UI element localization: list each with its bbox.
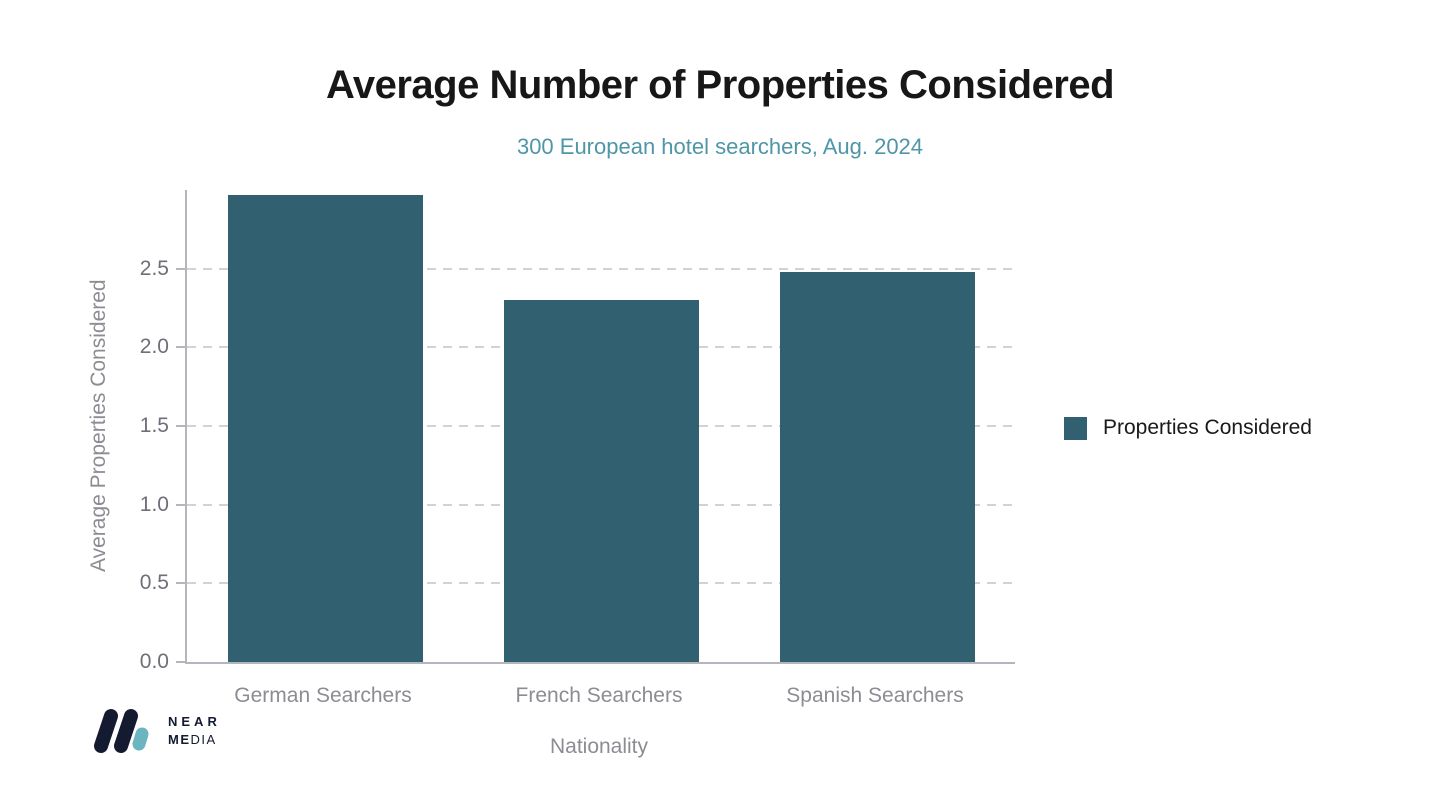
y-tick-label: 2.0 <box>139 335 169 359</box>
plot-area: 0.0 0.5 1.0 1.5 2.0 2.5 <box>140 190 1015 673</box>
x-axis-title: Nationality <box>549 735 649 758</box>
logo-media-regular: DIA <box>190 732 217 747</box>
y-axis-title: Average Properties Considered <box>87 279 110 573</box>
legend-label: Properties Considered <box>1103 416 1312 439</box>
chart-subtitle: 300 European hotel searchers, Aug. 2024 <box>516 134 924 159</box>
y-tick-mark <box>176 661 187 663</box>
y-tick-mark <box>176 503 187 506</box>
y-tick-mark <box>176 346 187 349</box>
bar-french-searchers <box>503 300 699 662</box>
gridline-y-2.5 <box>187 267 1015 270</box>
y-tick-mark <box>176 582 187 585</box>
logo-media-bold: ME <box>168 732 191 747</box>
y-tick-label: 0.5 <box>139 571 169 595</box>
bar-german-searchers <box>227 194 423 662</box>
logo-line-near: NEAR <box>168 714 221 729</box>
y-tick-mark <box>176 267 187 270</box>
near-media-logo: NEAR MEDIA <box>90 708 221 754</box>
y-tick-label: 0.0 <box>139 650 169 673</box>
near-media-logo-icon <box>94 709 149 753</box>
x-tick-label: Spanish Searchers <box>786 684 964 707</box>
chart-title: Average Number of Properties Considered <box>325 63 1115 107</box>
y-tick-label: 2.5 <box>139 256 169 280</box>
y-tick-label: 1.5 <box>139 414 169 437</box>
x-axis-tick-labels: German Searchers French Searchers Spanish … <box>185 684 1013 712</box>
x-tick-label: German Searchers <box>234 684 412 707</box>
legend: Properties Considered <box>1064 416 1312 440</box>
y-tick-mark <box>176 425 187 427</box>
near-media-logo-text: NEAR MEDIA <box>168 713 221 749</box>
bar-spanish-searchers <box>779 271 975 662</box>
y-tick-label: 1.0 <box>139 492 169 516</box>
x-tick-label: French Searchers <box>515 684 683 707</box>
logo-line-media: MEDIA <box>168 731 221 749</box>
legend-swatch <box>1064 416 1087 440</box>
